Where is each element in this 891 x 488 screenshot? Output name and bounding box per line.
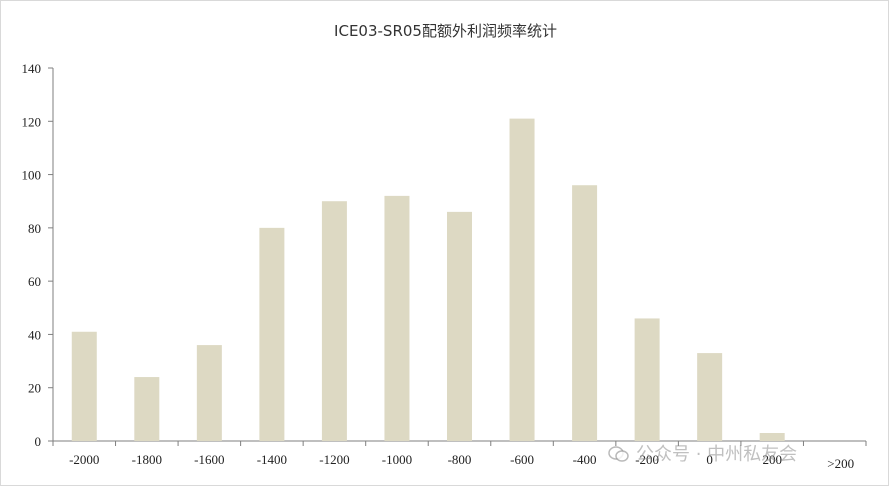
bar	[134, 377, 159, 441]
bar	[697, 353, 722, 441]
bar	[259, 228, 284, 441]
bar	[572, 185, 597, 441]
bar	[322, 201, 347, 441]
watermark-text: 公众号 · 中州私友会	[636, 444, 797, 465]
bar	[197, 345, 222, 441]
x-tick-label: >200	[827, 456, 854, 471]
x-tick-label: -1600	[194, 452, 224, 467]
y-tick-label: 40	[28, 327, 41, 342]
x-tick-label: -1400	[257, 452, 287, 467]
y-tick-label: 140	[22, 61, 42, 76]
watermark: 公众号 · 中州私友会	[608, 440, 797, 466]
x-tick-label: -600	[510, 452, 534, 467]
x-tick-label: -400	[573, 452, 597, 467]
y-tick-label: 120	[22, 114, 42, 129]
bar	[447, 212, 472, 441]
x-tick-label: -1200	[319, 452, 349, 467]
bar	[72, 332, 97, 441]
wechat-icon	[608, 446, 630, 462]
x-tick-label: -2000	[69, 452, 99, 467]
x-tick-label: -800	[448, 452, 472, 467]
x-tick-label: -1800	[132, 452, 162, 467]
bar	[384, 196, 409, 441]
x-tick-label: -1000	[382, 452, 412, 467]
y-tick-label: 100	[22, 168, 42, 183]
y-tick-label: 20	[28, 381, 41, 396]
bar	[510, 119, 535, 441]
y-tick-label: 60	[28, 274, 41, 289]
y-tick-label: 0	[35, 434, 42, 449]
y-tick-label: 80	[28, 221, 41, 236]
bar	[635, 318, 660, 441]
